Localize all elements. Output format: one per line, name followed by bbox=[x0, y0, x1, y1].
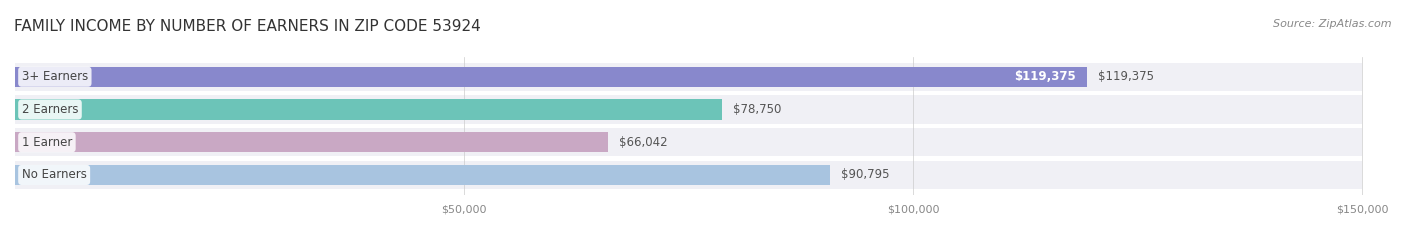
Text: 1 Earner: 1 Earner bbox=[21, 136, 72, 149]
Text: $78,750: $78,750 bbox=[733, 103, 782, 116]
Text: No Earners: No Earners bbox=[21, 168, 87, 181]
Bar bbox=[15, 165, 831, 185]
Bar bbox=[15, 128, 1362, 157]
Text: 2 Earners: 2 Earners bbox=[21, 103, 79, 116]
Text: Source: ZipAtlas.com: Source: ZipAtlas.com bbox=[1274, 19, 1392, 29]
Bar bbox=[15, 161, 1362, 189]
Bar bbox=[15, 62, 1362, 91]
Bar bbox=[15, 132, 607, 152]
Text: $119,375: $119,375 bbox=[1015, 70, 1076, 83]
Bar bbox=[15, 99, 723, 120]
Text: $66,042: $66,042 bbox=[619, 136, 668, 149]
Bar bbox=[15, 95, 1362, 124]
Text: $119,375: $119,375 bbox=[1098, 70, 1154, 83]
Text: FAMILY INCOME BY NUMBER OF EARNERS IN ZIP CODE 53924: FAMILY INCOME BY NUMBER OF EARNERS IN ZI… bbox=[14, 19, 481, 34]
Text: 3+ Earners: 3+ Earners bbox=[21, 70, 89, 83]
Bar bbox=[15, 67, 1087, 87]
Text: $90,795: $90,795 bbox=[841, 168, 890, 181]
